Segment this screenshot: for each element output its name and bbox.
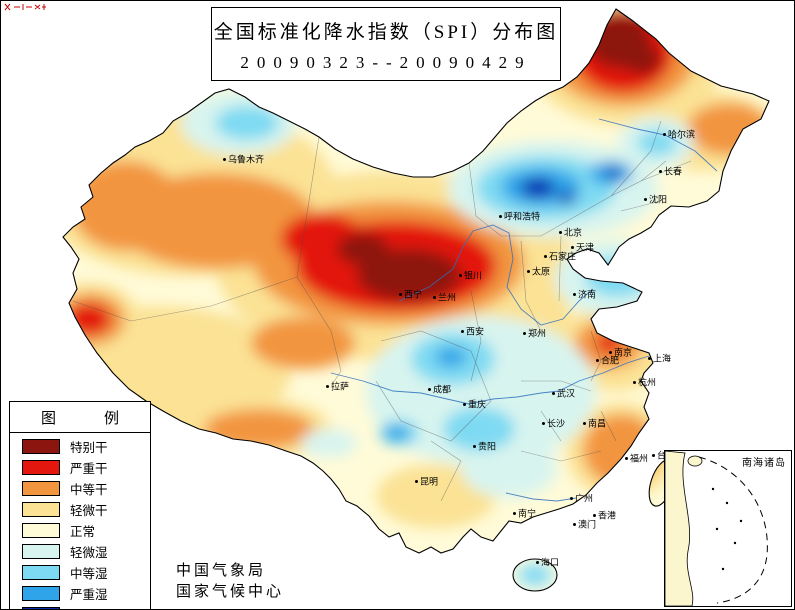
legend-swatch [22,502,60,517]
legend-item: 严重干 [10,457,150,478]
legend-swatch [22,586,60,601]
legend-label: 中等湿 [70,567,108,581]
legend-box: 图 例 特别干严重干中等干轻微干正常轻微湿中等湿严重湿特别湿 空白处无资料 [9,401,151,609]
legend-label: 中等干 [70,483,108,497]
south-china-sea-inset: 南海诸岛 [664,450,792,607]
spi-region [337,233,389,265]
inset-label: 南海诸岛 [742,458,786,469]
spi-region [71,161,181,251]
legend-item: 特别湿 [10,604,150,609]
spi-region [67,303,111,335]
legend-swatch [22,565,60,580]
legend-item: 特别干 [10,436,150,457]
spi-region [301,429,357,457]
spi-region [520,565,550,585]
legend-item: 正常 [10,520,150,541]
spi-region [357,249,461,301]
spi-region [384,425,410,441]
spi-region [215,106,279,140]
title-box: 全国标准化降水指数（SPI）分布图 20090323--20090429 [211,7,561,81]
inset-islands [711,487,743,571]
inset-dashed-boundary [698,456,768,604]
spi-region [435,347,467,367]
legend-swatch [22,460,60,475]
spi-region [558,192,576,204]
legend-item: 轻微湿 [10,541,150,562]
legend-header: 图 例 [10,402,150,433]
spi-region [583,414,659,486]
spi-region [443,407,515,451]
organization-line2: 国家气候中心 [176,584,285,600]
legend-swatch [22,544,60,559]
spi-region [687,103,769,155]
legend-label: 特别干 [70,441,108,455]
legend-item: 中等湿 [10,562,150,583]
organization-credit: 中国气象局 国家气候中心 [176,561,284,603]
legend-item: 轻微干 [10,499,150,520]
map-title: 全国标准化降水指数（SPI）分布图 [213,22,559,43]
legend-item: 严重湿 [10,583,150,604]
legend-item: 中等干 [10,478,150,499]
legend-label: 严重湿 [70,588,108,602]
spi-region [251,317,355,369]
legend-swatch [22,481,60,496]
legend-label: 轻微湿 [70,546,108,560]
legend-swatch [22,439,60,454]
legend-items: 特别干严重干中等干轻微干正常轻微湿中等湿严重湿特别湿 [10,433,150,609]
organization-line1: 中国气象局 [176,563,267,579]
inset-map-svg [665,451,768,606]
spi-region [621,44,661,74]
spi-region [461,438,557,498]
legend-label: 特别湿 [70,605,108,609]
corner-watermark [4,3,46,11]
legend-swatch [22,523,60,538]
spi-region [555,240,671,316]
inset-hainan [687,455,703,467]
inset-coastline [665,451,694,606]
spi-region [605,168,621,178]
spi-region [521,178,555,198]
legend-label: 正常 [70,525,96,539]
legend-label: 轻微干 [70,504,108,518]
legend-swatch [22,607,60,609]
legend-label: 严重干 [70,462,108,476]
date-range: 20090323--20090429 [240,53,532,72]
